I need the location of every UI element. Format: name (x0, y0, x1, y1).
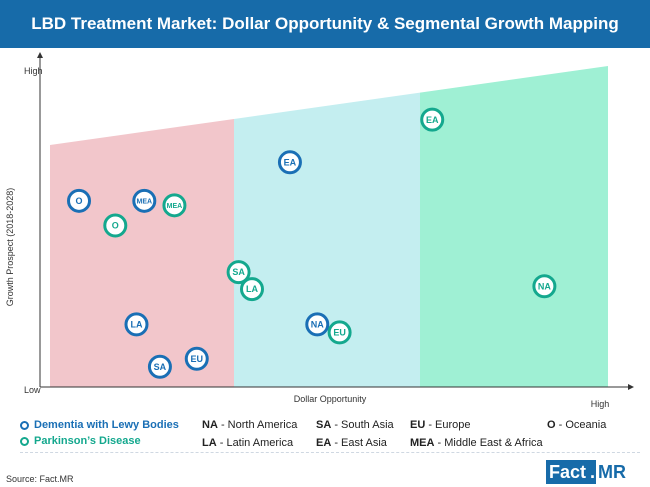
x-axis-arrow-icon (628, 384, 634, 390)
marker-label: LA (130, 320, 142, 330)
legend-divider (20, 452, 640, 453)
marker-label: O (112, 221, 119, 231)
dementia-ring-icon (20, 420, 29, 430)
marker-dementia-ea: EA (277, 150, 302, 175)
marker-label: EA (284, 157, 297, 167)
factmr-logo: Fact. MR (546, 460, 626, 484)
marker-parkinsons-o: O (103, 213, 128, 238)
source-note: Source: Fact.MR (6, 474, 74, 484)
marker-label: LA (246, 284, 258, 294)
chart-title: LBD Treatment Market: Dollar Opportunity… (0, 0, 650, 48)
marker-label: EU (190, 354, 203, 364)
marker-dementia-mea: MEA (132, 188, 157, 213)
legend-abbr-mea: MEA - Middle East & Africa (410, 437, 543, 449)
marker-label: EU (333, 328, 346, 338)
x-high-label: High (591, 399, 610, 409)
y-axis-arrow-icon (37, 52, 43, 58)
marker-dementia-eu: EU (184, 346, 209, 371)
legend-abbr-na: NA - North America (202, 419, 298, 431)
legend-abbr-eu: EU - Europe (410, 419, 471, 431)
x-axis-title: Dollar Opportunity (294, 394, 367, 404)
marker-label: NA (311, 320, 324, 330)
marker-parkinsons-sa: SA (226, 260, 251, 285)
legend-abbr-ea: EA - East Asia (316, 437, 387, 449)
legend-series-parkinsons: Parkinson’s Disease (20, 435, 141, 447)
marker-parkinsons-ea: EA (420, 107, 445, 132)
legend-abbr-la: LA - Latin America (202, 437, 294, 449)
legend-series-dementia: Dementia with Lewy Bodies (20, 419, 179, 431)
marker-label: SA (232, 267, 245, 277)
marker-dementia-la: LA (124, 312, 149, 337)
marker-label: O (76, 196, 83, 206)
zone-high (420, 66, 608, 387)
marker-label: NA (538, 281, 551, 291)
y-axis-title: Growth Prospect (2018-2028) (5, 187, 15, 307)
parkinsons-ring-icon (20, 436, 29, 446)
marker-parkinsons-mea: MEA (162, 193, 187, 218)
y-axis-title-wrap: Growth Prospect (2018-2028) (2, 150, 18, 350)
marker-parkinsons-eu: EU (327, 320, 352, 345)
marker-label: SA (154, 362, 167, 372)
marker-label: EA (426, 115, 439, 125)
marker-parkinsons-la: LA (239, 277, 264, 302)
marker-parkinsons-na: NA (532, 274, 557, 299)
marker-dementia-sa: SA (147, 354, 172, 379)
marker-label: MEA (137, 198, 153, 205)
legend-abbr-o: O - Oceania (547, 419, 607, 431)
zone-mid (234, 92, 420, 387)
marker-dementia-na: NA (305, 312, 330, 337)
legend-series-dementia-label: Dementia with Lewy Bodies (34, 419, 179, 431)
legend-series-parkinsons-label: Parkinson’s Disease (34, 435, 141, 447)
legend-abbr-sa: SA - South Asia (316, 419, 394, 431)
marker-dementia-o: O (67, 188, 92, 213)
marker-label: MEA (167, 203, 183, 210)
zone-low (50, 118, 234, 387)
y-low-label: Low (24, 385, 41, 395)
y-high-label: High (24, 66, 43, 76)
